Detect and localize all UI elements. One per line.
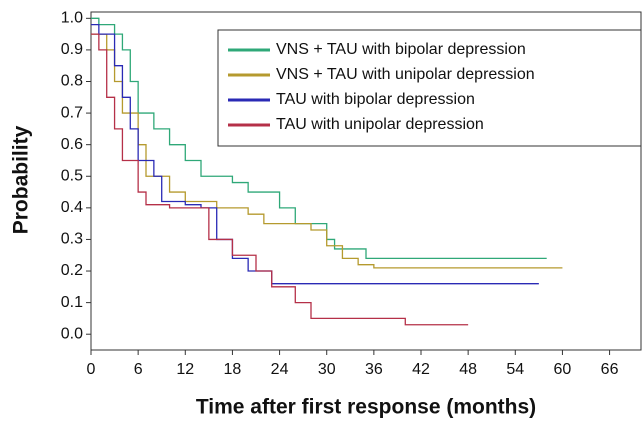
legend-label: VNS + TAU with unipolar depression: [276, 66, 535, 83]
x-tick-label: 30: [318, 361, 336, 378]
y-tick-label: 0.2: [61, 262, 83, 279]
y-tick-label: 0.4: [61, 199, 83, 216]
y-tick-label: 0.5: [61, 167, 83, 184]
x-tick-label: 66: [601, 361, 619, 378]
x-tick-label: 42: [412, 361, 430, 378]
y-tick-label: 0.1: [61, 294, 83, 311]
y-tick-label: 0.0: [61, 325, 83, 342]
x-tick-label: 54: [506, 361, 524, 378]
legend-label: TAU with unipolar depression: [276, 116, 484, 133]
y-tick-label: 1.0: [61, 10, 83, 27]
x-tick-label: 48: [459, 361, 477, 378]
plot-frame: [90, 11, 642, 351]
x-tick-label: 0: [87, 361, 96, 378]
survival-line: [91, 23, 539, 285]
legend-label: TAU with bipolar depression: [276, 91, 475, 108]
y-tick-label: 0.8: [61, 73, 83, 90]
y-axis-title: Probability: [10, 125, 33, 234]
x-tick-label: 18: [224, 361, 242, 378]
x-axis-title: Time after first response (months): [196, 396, 536, 419]
y-tick-label: 0.9: [61, 41, 83, 58]
x-tick-label: 12: [176, 361, 194, 378]
y-tick-label: 0.6: [61, 136, 83, 153]
x-tick-label: 60: [554, 361, 572, 378]
x-tick-label: 6: [134, 361, 143, 378]
y-tick-label: 0.3: [61, 231, 83, 248]
survival-line: [91, 33, 469, 326]
y-tick-label: 0.7: [61, 104, 83, 121]
legend-box: [217, 29, 642, 147]
x-tick-label: 36: [365, 361, 383, 378]
legend-label: VNS + TAU with bipolar depression: [276, 41, 526, 58]
x-tick-label: 24: [271, 361, 289, 378]
